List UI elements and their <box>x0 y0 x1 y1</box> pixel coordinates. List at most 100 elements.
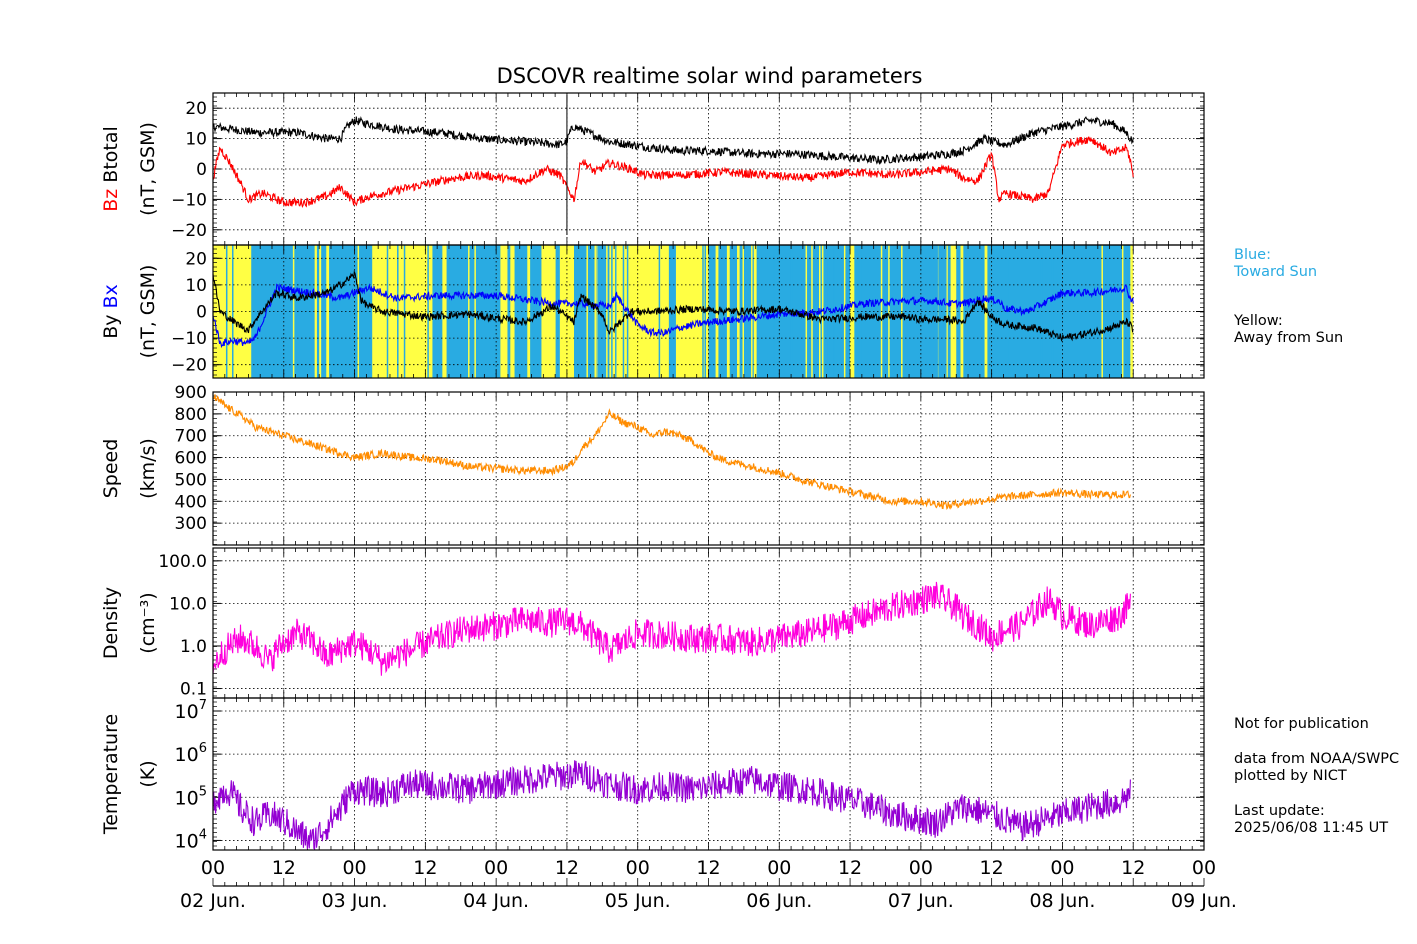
x-hour-label: 00 <box>909 857 933 879</box>
sector-stripe <box>231 245 234 378</box>
sector-stripe <box>403 245 406 378</box>
x-day-label: 06 Jun. <box>746 890 812 912</box>
sector-stripe <box>370 245 373 378</box>
x-hour-label: 12 <box>838 857 862 879</box>
y-axis-unit-label: (km/s) <box>137 438 159 499</box>
away-sun-band <box>319 245 322 378</box>
series-bz <box>212 136 1134 209</box>
panel-frame <box>212 391 1205 546</box>
y-tick-label: 1.0 <box>180 637 207 657</box>
away-sun-band <box>510 245 515 378</box>
x-hour-label: 12 <box>696 857 720 879</box>
y-tick-label: 107 <box>175 698 207 723</box>
away-sun-band <box>326 245 330 378</box>
y-tick-label: 104 <box>175 827 207 852</box>
x-day-label: 03 Jun. <box>322 890 388 912</box>
sector-stripe <box>427 245 429 378</box>
sector-stripe <box>938 245 940 378</box>
legend-away-from-sun: Yellow: Away from Sun <box>1234 313 1344 346</box>
y-tick-label: 0 <box>196 303 207 323</box>
away-sun-band <box>541 245 556 378</box>
y-tick-label: −10 <box>171 329 207 349</box>
sector-stripe <box>702 245 704 378</box>
y-tick-label: 900 <box>175 383 207 403</box>
y-tick-label: 20 <box>185 249 207 269</box>
panel-frame <box>212 547 1205 699</box>
series-bx <box>212 283 1134 349</box>
y-tick-label: 106 <box>175 741 207 766</box>
sector-stripe <box>626 245 629 378</box>
x-hour-label: 00 <box>767 857 791 879</box>
x-day-label: 08 Jun. <box>1029 890 1095 912</box>
x-hour-label: 00 <box>1192 857 1216 879</box>
away-sun-band <box>726 245 730 378</box>
data-source-note: data from NOAA/SWPC plotted by NICT <box>1234 751 1400 784</box>
sector-stripe <box>1051 245 1054 378</box>
x-hour-label: 12 <box>980 857 1004 879</box>
y-tick-label: 10.0 <box>169 594 207 614</box>
panel-frame <box>212 244 1205 379</box>
y-axis-unit-label: (nT, GSM) <box>137 122 159 216</box>
panel-frame <box>212 697 1205 851</box>
series-density <box>212 581 1131 676</box>
publication-notice: Not for publication <box>1234 716 1369 732</box>
x-hour-label: 12 <box>555 857 579 879</box>
panel-magnetic-field-components: 20 10 0 −10 −20 (nT, GSM) By Bx <box>100 244 1205 379</box>
away-sun-band <box>1130 245 1134 378</box>
panel-magnetic-field-total: 20 10 0 −10 −20 (nT, GSM) Bz Btotal <box>100 92 1205 246</box>
panel-temperature: 107 106 105 104 (K) Temperature <box>100 697 1205 852</box>
y-axis-label: By Bx <box>100 284 122 339</box>
x-hour-label: 00 <box>1050 857 1074 879</box>
series-by <box>212 269 1134 342</box>
y-tick-label: 300 <box>175 514 207 534</box>
y-axis-unit-label: (cm⁻³) <box>137 592 159 653</box>
x-hour-label: 00 <box>201 857 225 879</box>
y-tick-label: −20 <box>171 221 207 241</box>
y-axis-label: Density <box>100 587 122 659</box>
x-day-label: 05 Jun. <box>605 890 671 912</box>
y-tick-label: 10 <box>185 130 207 150</box>
series-btotal <box>212 116 1134 166</box>
sector-stripe <box>735 245 738 378</box>
x-hour-label: 12 <box>272 857 296 879</box>
sector-stripe <box>858 245 861 378</box>
sector-stripe <box>946 245 949 378</box>
sector-stripe <box>888 245 890 378</box>
y-axis-label: Temperature <box>100 714 122 835</box>
y-tick-label: 105 <box>175 784 207 809</box>
sector-stripe <box>851 245 854 378</box>
y-axis-label: Speed <box>100 439 122 499</box>
sector-stripe <box>225 245 228 378</box>
sector-stripe <box>442 245 445 378</box>
sector-stripe <box>606 245 608 378</box>
away-sun-band <box>527 245 531 378</box>
x-hour-label: 12 <box>413 857 437 879</box>
sector-stripe <box>474 245 476 378</box>
series-temperature <box>212 760 1131 851</box>
x-hour-label: 00 <box>626 857 650 879</box>
sector-stripe <box>595 245 598 378</box>
last-update-value: 2025/06/08 11:45 UT <box>1234 820 1389 836</box>
away-sun-band <box>500 245 508 378</box>
y-tick-label: 700 <box>175 427 207 447</box>
y-tick-label: 0 <box>196 160 207 180</box>
y-axis-unit-label: (nT, GSM) <box>137 265 159 359</box>
chart-title: DSCOVR realtime solar wind parameters <box>496 64 923 88</box>
legend-toward-sun: Blue: Toward Sun <box>1234 247 1318 280</box>
y-tick-label: 400 <box>175 492 207 512</box>
sector-stripe <box>859 245 862 378</box>
sector-stripe <box>471 245 473 378</box>
x-day-label: 09 Jun. <box>1171 890 1237 912</box>
y-tick-label: 600 <box>175 449 207 469</box>
y-tick-label: 500 <box>175 470 207 490</box>
sector-stripe <box>314 245 317 378</box>
x-day-label: 04 Jun. <box>463 890 529 912</box>
x-hour-label: 12 <box>1121 857 1145 879</box>
y-tick-label: 10 <box>185 276 207 296</box>
sector-stripe <box>1121 245 1124 378</box>
x-hour-label: 00 <box>484 857 508 879</box>
sector-stripe <box>751 245 753 378</box>
last-update-label: Last update: <box>1234 803 1325 819</box>
